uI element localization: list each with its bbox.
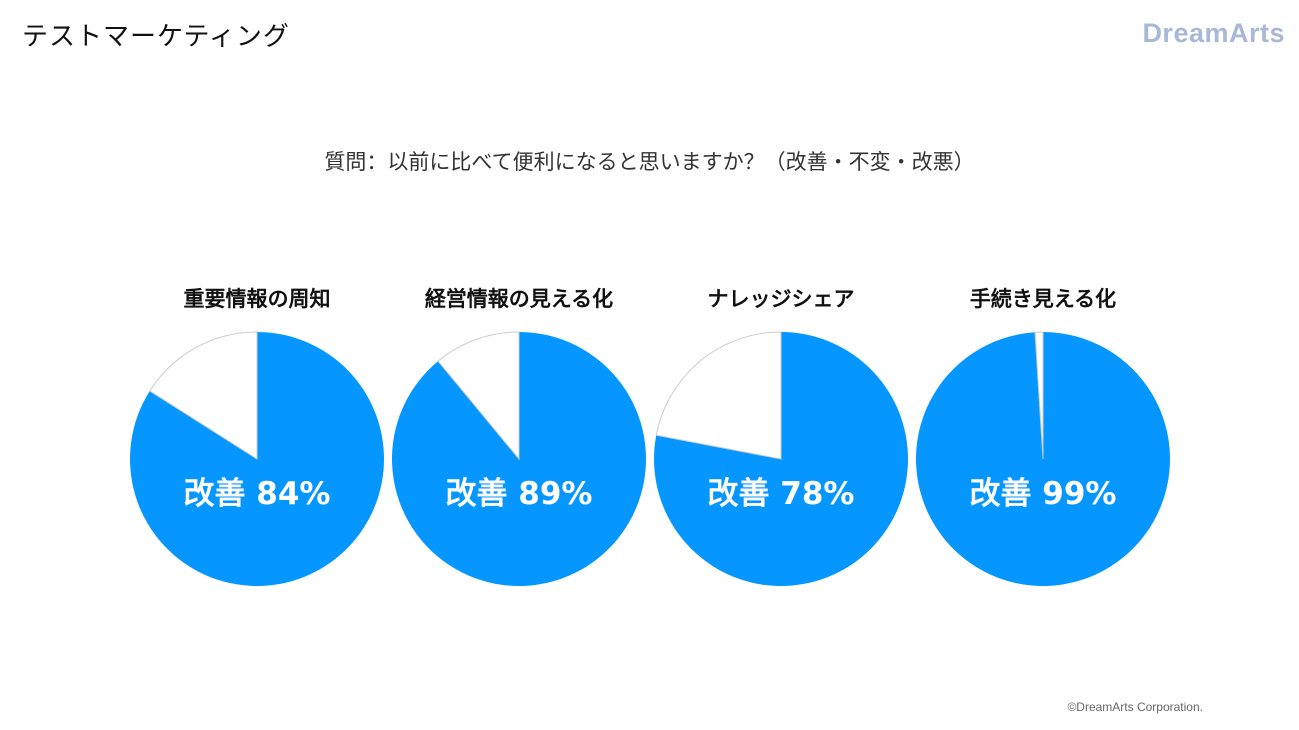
pie-svg	[915, 331, 1170, 586]
pie-label: 改善 89%	[445, 476, 593, 512]
chart-title: 重要情報の周知	[183, 287, 331, 311]
chart-knowledge-share: ナレッジシェア 改善 78%	[650, 282, 912, 588]
pie-charts-row: 重要情報の周知 改善 84% 経営情報の見える化 改善 89% ナレッジシェア …	[0, 282, 1299, 602]
pie-slice-other	[149, 331, 258, 460]
pie-slice-other	[655, 331, 782, 460]
pie-chart: 改善 84%	[128, 330, 386, 588]
copyright-text: ©DreamArts Corporation.	[1067, 700, 1203, 714]
pie-label: 改善 84%	[183, 476, 331, 512]
pie-svg	[129, 331, 384, 586]
dreamarts-logo: DreamArts	[1142, 18, 1285, 48]
chart-important-info: 重要情報の周知 改善 84%	[126, 282, 388, 588]
slide-title: テストマーケティング	[22, 22, 290, 52]
chart-title: ナレッジシェア	[707, 287, 855, 311]
pie-slice-other	[1034, 331, 1044, 460]
pie-chart: 改善 99%	[914, 330, 1172, 588]
pie-chart: 改善 89%	[390, 330, 648, 588]
pie-chart: 改善 78%	[652, 330, 910, 588]
chart-procedure-visibility: 手続き見える化 改善 99%	[912, 282, 1174, 588]
pie-svg	[654, 331, 908, 586]
chart-management-info: 経営情報の見える化 改善 89%	[388, 282, 650, 588]
pie-svg	[391, 331, 646, 586]
pie-label: 改善 99%	[969, 476, 1117, 512]
pie-label: 改善 78%	[707, 476, 855, 512]
survey-question: 質問：以前に比べて便利になると思いますか？（改善・不変・改悪）	[324, 150, 975, 174]
chart-title: 手続き見える化	[969, 287, 1117, 311]
chart-title: 経営情報の見える化	[424, 287, 614, 311]
pie-slice-other	[437, 331, 520, 461]
